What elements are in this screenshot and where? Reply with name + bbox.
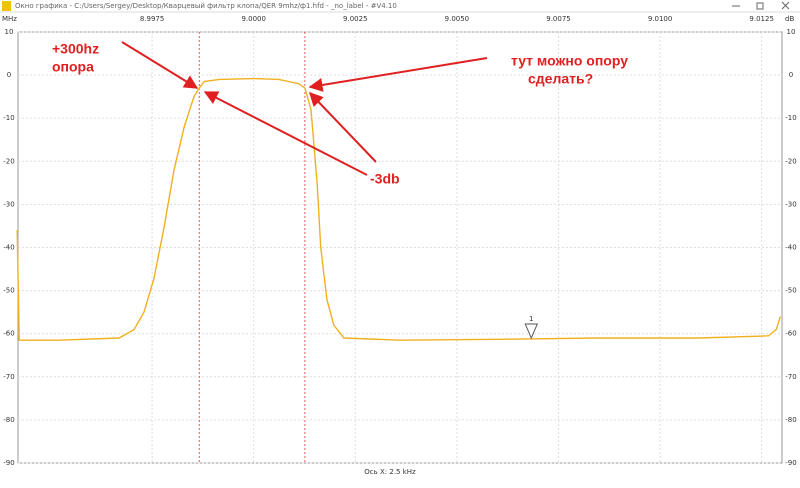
arrow: [309, 91, 377, 163]
window-title: Окно графика - C:/Users/Sergey/Desktop/К…: [15, 2, 397, 10]
close-button[interactable]: [781, 1, 790, 10]
y-unit: dB: [785, 15, 794, 23]
y-tick-label: -20: [3, 157, 14, 165]
point-marker: [524, 323, 539, 340]
x-tick-label: 9.0050: [445, 15, 470, 23]
y-tick-label: 0: [789, 71, 793, 79]
data-line: [16, 77, 782, 341]
y-tick-label: 10: [5, 28, 14, 36]
y-tick-label: -80: [3, 416, 14, 424]
y-tick-label: -60: [785, 330, 796, 338]
y-tick-label: -70: [785, 373, 796, 381]
y-tick-label: -10: [3, 114, 14, 122]
x-tick-label: 9.0000: [241, 15, 266, 23]
y-tick-label: -50: [3, 287, 14, 295]
y-tick-label: -90: [785, 459, 796, 467]
y-tick-label: 0: [7, 71, 11, 79]
app-icon: [2, 1, 11, 11]
y-tick-label: -90: [3, 459, 14, 467]
point-marker-label: 1: [529, 315, 533, 323]
maximize-button[interactable]: [756, 2, 764, 10]
y-tick-label: -50: [785, 287, 796, 295]
y-tick-label: -40: [785, 244, 796, 252]
x-tick-label: 9.0125: [749, 15, 774, 23]
y-tick-label: -20: [785, 157, 796, 165]
y-tick-label: -10: [785, 114, 796, 122]
arrow: [308, 57, 488, 92]
y-tick-label: -60: [3, 330, 14, 338]
arrow: [121, 41, 199, 89]
y-tick-label: -70: [3, 373, 14, 381]
y-tick-label: -80: [785, 416, 796, 424]
y-tick-label: 10: [787, 28, 796, 36]
annotation: -3db: [370, 171, 400, 187]
x-axis-label: Ось X: 2.5 kHz: [364, 468, 416, 476]
y-tick-label: -30: [785, 200, 796, 208]
x-tick-label: 8.9975: [140, 15, 165, 23]
x-tick-label: 9.0025: [343, 15, 368, 23]
annotation: опора: [52, 59, 94, 75]
x-tick-label: 9.0075: [546, 15, 571, 23]
annotation: +300hz: [52, 41, 99, 57]
x-unit: MHz: [2, 15, 17, 23]
y-tick-label: -40: [3, 244, 14, 252]
y-tick-label: -30: [3, 200, 14, 208]
annotation: тут можно опору: [511, 53, 628, 69]
arrow: [203, 91, 368, 176]
x-tick-label: 9.0100: [648, 15, 673, 23]
annotation: сделать?: [528, 71, 593, 87]
